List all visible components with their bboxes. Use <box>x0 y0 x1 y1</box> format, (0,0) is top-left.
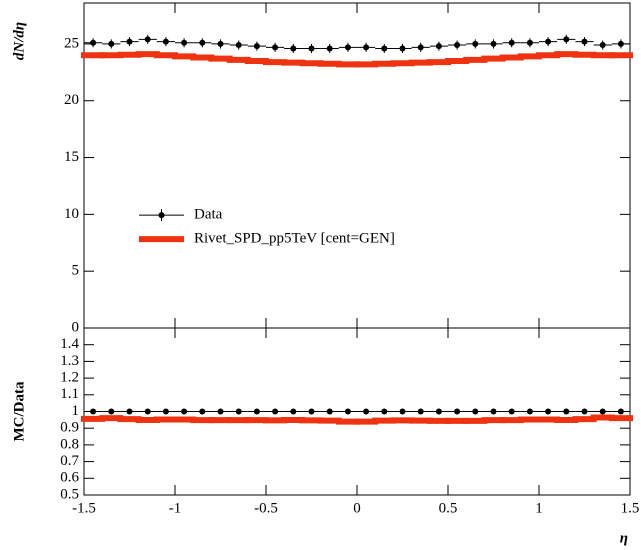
data-point <box>363 408 370 415</box>
data-point <box>490 40 497 47</box>
y-tick-label: 0.7 <box>60 453 79 469</box>
data-point <box>108 40 115 47</box>
data-point <box>235 408 242 415</box>
data-point <box>326 45 333 52</box>
y-tick-label: 15 <box>64 149 79 165</box>
data-point <box>90 408 97 415</box>
x-tick-label: -1 <box>169 500 182 516</box>
y-tick-label: 0.5 <box>60 486 79 502</box>
data-point <box>399 45 406 52</box>
x-tick-label: -0.5 <box>254 500 278 516</box>
data-point <box>162 38 169 45</box>
y-tick-label: 0.8 <box>60 436 79 452</box>
data-point <box>199 39 206 46</box>
x-tick-label: 0 <box>353 500 361 516</box>
data-point <box>381 45 388 52</box>
data-point <box>126 408 133 415</box>
data-point <box>253 408 260 415</box>
y-tick-label: 20 <box>64 92 79 108</box>
x-tick-label: -1.5 <box>72 500 96 516</box>
data-point <box>581 38 588 45</box>
y-tick-label: 10 <box>64 206 79 222</box>
data-point <box>381 408 388 415</box>
data-point <box>162 408 169 415</box>
data-point <box>454 408 461 415</box>
data-point <box>581 408 588 415</box>
data-point <box>563 408 570 415</box>
data-point <box>526 408 533 415</box>
data-point <box>563 36 570 43</box>
data-point <box>545 408 552 415</box>
data-point <box>126 38 133 45</box>
legend-label: Rivet_SPD_pp5TeV [cent=GEN] <box>194 231 395 247</box>
data-point <box>308 45 315 52</box>
data-point <box>490 408 497 415</box>
plot-frame <box>83 2 631 329</box>
y-axis-label: dN/dη <box>11 22 27 60</box>
x-tick-label: 1.5 <box>621 500 640 516</box>
data-point <box>308 408 315 415</box>
data-point <box>344 44 351 51</box>
y-tick-label: 1.3 <box>60 353 79 369</box>
data-point <box>435 408 442 415</box>
data-point <box>235 42 242 49</box>
data-point <box>454 42 461 49</box>
data-point <box>217 408 224 415</box>
x-tick-label: 0.5 <box>439 500 458 516</box>
data-point <box>508 408 515 415</box>
data-point <box>508 39 515 46</box>
data-point <box>181 39 188 46</box>
data-point <box>545 38 552 45</box>
y-tick-label: 0.9 <box>60 420 79 436</box>
data-point <box>108 408 115 415</box>
data-point <box>344 408 351 415</box>
y-tick-label: 1.2 <box>60 370 79 386</box>
data-point <box>617 40 624 47</box>
data-point <box>144 36 151 43</box>
data-point <box>272 44 279 51</box>
legend-label: Data <box>194 207 223 223</box>
y-tick-label: 1 <box>72 403 80 419</box>
data-point <box>435 43 442 50</box>
data-point <box>181 408 188 415</box>
data-point <box>326 408 333 415</box>
data-point <box>399 408 406 415</box>
data-point <box>617 408 624 415</box>
data-point <box>417 44 424 51</box>
data-point <box>290 408 297 415</box>
y-tick-label: 1.1 <box>60 386 79 402</box>
x-axis-label: η <box>620 530 628 546</box>
data-point <box>472 408 479 415</box>
legend-swatch <box>158 212 165 219</box>
data-point <box>144 408 151 415</box>
data-point <box>217 40 224 47</box>
y-tick-label: 0 <box>72 319 80 335</box>
data-point <box>90 39 97 46</box>
data-point <box>199 408 206 415</box>
y-tick-label: 5 <box>72 263 80 279</box>
data-point <box>417 408 424 415</box>
data-point <box>272 408 279 415</box>
data-point <box>253 43 260 50</box>
data-point <box>290 45 297 52</box>
y-tick-label: 1.4 <box>60 336 79 352</box>
y-tick-label: 0.6 <box>60 470 79 486</box>
data-point <box>472 40 479 47</box>
data-point <box>363 44 370 51</box>
y-axis-label: MC/Data <box>11 381 27 441</box>
data-point <box>599 408 606 415</box>
x-tick-label: 1 <box>535 500 543 516</box>
y-tick-label: 25 <box>64 35 79 51</box>
data-point <box>526 39 533 46</box>
data-point <box>599 42 606 49</box>
